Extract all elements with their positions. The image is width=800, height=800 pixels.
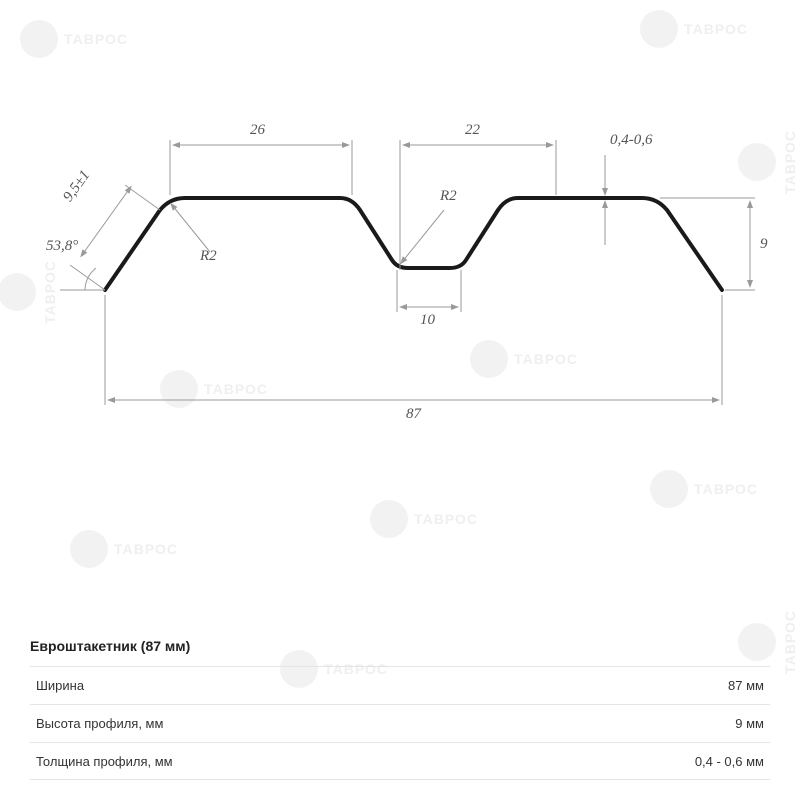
spec-value: 87 мм xyxy=(728,678,770,693)
spec-label: Толщина профиля, мм xyxy=(30,754,173,769)
spec-value: 9 мм xyxy=(735,716,770,731)
label-r2-center: R2 xyxy=(440,188,457,205)
label-top-right: 22 xyxy=(465,122,480,139)
dim-total-width xyxy=(105,295,722,405)
profile-svg xyxy=(0,0,800,560)
spec-label: Высота профиля, мм xyxy=(30,716,163,731)
label-bottom-width: 10 xyxy=(420,312,435,329)
label-right-height: 9 xyxy=(760,236,768,253)
label-r2-left: R2 xyxy=(200,248,217,265)
dim-top-right xyxy=(400,140,556,270)
spec-value: 0,4 - 0,6 мм xyxy=(695,754,770,769)
spec-row: Высота профиля, мм 9 мм xyxy=(30,704,770,742)
label-total-width: 87 xyxy=(406,406,421,423)
spec-table: Евроштакетник (87 мм) Ширина 87 мм Высот… xyxy=(30,638,770,780)
label-angle: 53,8° xyxy=(46,238,78,255)
label-top-left: 26 xyxy=(250,122,265,139)
profile-path xyxy=(105,198,722,290)
label-thickness: 0,4-0,6 xyxy=(610,132,653,149)
dim-center-bottom xyxy=(397,270,461,312)
spec-title: Евроштакетник (87 мм) xyxy=(30,638,770,654)
dim-top-left xyxy=(170,140,352,195)
spec-row: Ширина 87 мм xyxy=(30,666,770,704)
dim-right-height xyxy=(660,198,755,290)
leader-r2-left xyxy=(172,205,210,252)
technical-drawing: 26 22 0,4-0,6 9,5±1 53,8° R2 R2 10 9 87 xyxy=(0,0,800,560)
dim-angle xyxy=(60,268,105,290)
leader-r2-center xyxy=(402,210,444,262)
spec-row: Толщина профиля, мм 0,4 - 0,6 мм xyxy=(30,742,770,780)
spec-label: Ширина xyxy=(30,678,84,693)
